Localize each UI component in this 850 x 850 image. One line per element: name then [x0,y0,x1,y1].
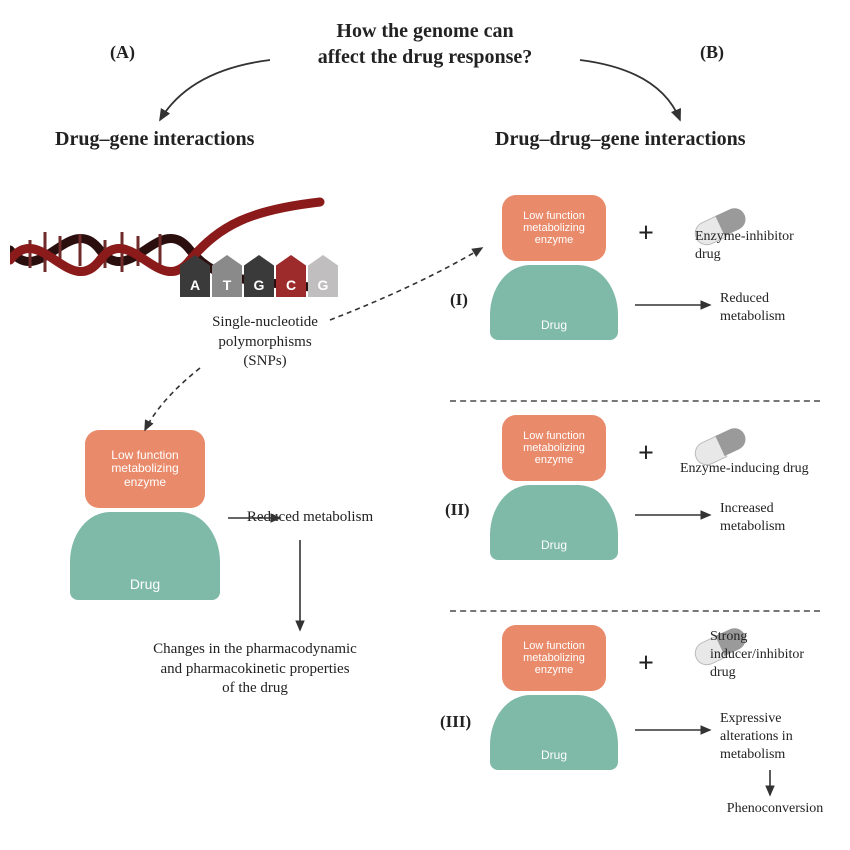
iii-result: Expressivealterations inmetabolism [720,710,840,765]
person-a-body: Drug [70,512,220,600]
snp-caption: Single-nucleotide polymorphisms (SNPs) [175,313,355,372]
divider-1 [450,400,820,402]
person-b3-head: Low function metabolizing enzyme [502,625,606,691]
section-a-heading: Drug–gene interactions [55,128,254,151]
nuc-a: A [180,255,210,297]
person-b2: Low function metabolizing enzyme Drug [490,415,618,560]
person-b1: Low function metabolizing enzyme Drug [490,195,618,340]
label-iii: (III) [440,712,471,732]
nucleotide-group: A T G C G [180,255,350,305]
nuc-g2: G [308,255,338,297]
plus-ii: + [638,438,654,470]
nuc-c: C [276,255,306,297]
divider-2 [450,610,820,612]
person-b2-body: Drug [490,485,618,560]
plus-i: + [638,218,654,250]
main-title: How the genome can affect the drug respo… [260,18,590,70]
label-b: (B) [700,42,724,63]
a-reduced-metabolism: Reduced metabolism [230,508,390,528]
person-b3-body: Drug [490,695,618,770]
iii-drug-label: Stronginducer/inhibitordrug [710,628,850,683]
person-b2-head: Low function metabolizing enzyme [502,415,606,481]
title-line1: How the genome can [336,20,513,42]
a-bottom-caption: Changes in the pharmacodynamic and pharm… [110,640,400,699]
label-i: (I) [450,290,468,310]
person-b1-head: Low function metabolizing enzyme [502,195,606,261]
i-result: Reducedmetabolism [720,290,840,326]
i-drug-label: Enzyme-inhibitordrug [695,228,845,264]
nuc-g: G [244,255,274,297]
person-b3: Low function metabolizing enzyme Drug [490,625,618,770]
iii-final: Phenoconversion [700,800,850,818]
section-b-heading: Drug–drug–gene interactions [495,128,746,151]
nuc-t: T [212,255,242,297]
person-a-head: Low function metabolizing enzyme [85,430,205,508]
person-b1-body: Drug [490,265,618,340]
ii-drug-label: Enzyme-inducing drug [680,460,850,478]
plus-iii: + [638,648,654,680]
label-a: (A) [110,42,135,63]
title-line2: affect the drug response? [318,46,533,68]
label-ii: (II) [445,500,470,520]
person-a: Low function metabolizing enzyme Drug [70,430,220,600]
ii-result: Increasedmetabolism [720,500,840,536]
